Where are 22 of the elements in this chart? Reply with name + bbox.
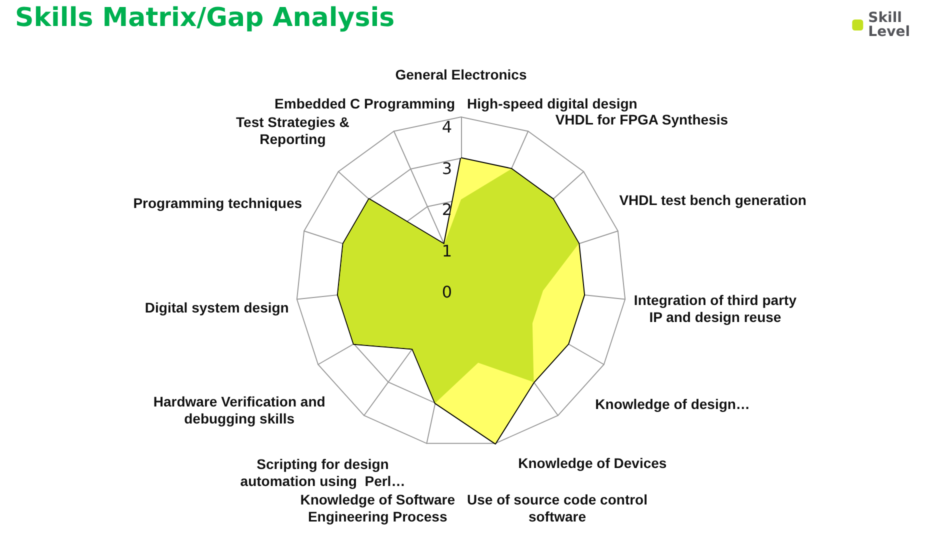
- y-tick-label: 2: [442, 200, 452, 219]
- spoke-label: Knowledge of design…: [595, 396, 750, 412]
- spoke-label: Programming techniques: [133, 194, 302, 211]
- spoke-label: Embedded C Programming: [274, 95, 455, 112]
- legend-label: Skill Level: [868, 10, 910, 40]
- spoke-label: VHDL for FPGA Synthesis: [555, 111, 728, 128]
- y-tick-label: 3: [442, 158, 452, 178]
- spoke-label: Hardware Verification and debugging skills: [153, 393, 326, 426]
- y-tick-label: 0: [442, 282, 452, 302]
- chart-title: Skills Matrix/Gap Analysis: [15, 3, 395, 33]
- spoke-label: Test Strategies & Reporting: [236, 114, 350, 147]
- spoke-label: General Electronics: [395, 66, 527, 82]
- spoke-label: Integration of third party IP and design reuse: [634, 292, 797, 326]
- spoke-label: Digital system design: [144, 300, 289, 316]
- spoke-label: High-speed digital design: [466, 95, 638, 112]
- spoke-label: Use of source code control software: [467, 492, 648, 525]
- spoke-label: VHDL test bench generation: [619, 192, 806, 208]
- spoke-label: Knowledge of Devices: [518, 454, 667, 471]
- spoke-label: Knowledge of Software Engineering Process: [300, 492, 456, 525]
- y-tick-label: 4: [442, 118, 452, 136]
- y-tick-label: 1: [442, 241, 452, 260]
- spoke-label: Scripting for design automation using Perl…: [240, 456, 406, 489]
